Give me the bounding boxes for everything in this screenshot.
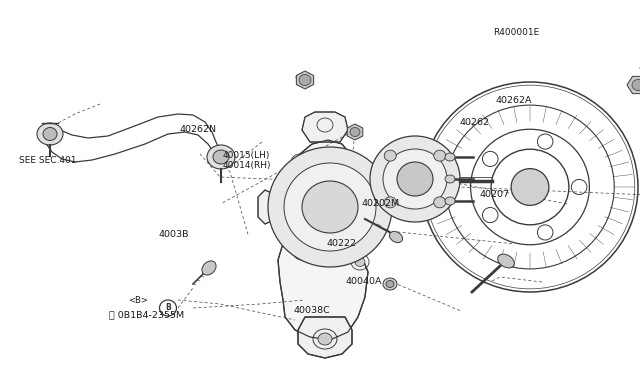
- Text: 4003B: 4003B: [159, 230, 189, 239]
- Ellipse shape: [37, 123, 63, 145]
- Ellipse shape: [384, 150, 396, 161]
- Ellipse shape: [445, 197, 455, 205]
- Text: 40015(LH): 40015(LH): [223, 151, 270, 160]
- Text: 40202M: 40202M: [362, 199, 400, 208]
- Ellipse shape: [511, 169, 549, 205]
- Ellipse shape: [383, 278, 397, 290]
- Ellipse shape: [384, 197, 396, 208]
- Ellipse shape: [445, 153, 455, 161]
- Ellipse shape: [498, 254, 515, 268]
- Ellipse shape: [355, 257, 365, 266]
- Ellipse shape: [434, 197, 445, 208]
- Text: 40040A: 40040A: [346, 278, 382, 286]
- Ellipse shape: [370, 136, 460, 222]
- Polygon shape: [302, 112, 348, 142]
- Ellipse shape: [284, 163, 376, 251]
- Polygon shape: [258, 190, 280, 224]
- Text: Ⓑ 0B1B4-2355M: Ⓑ 0B1B4-2355M: [109, 310, 184, 319]
- Ellipse shape: [632, 80, 640, 90]
- Polygon shape: [382, 157, 448, 217]
- Text: SEE SEC.401: SEE SEC.401: [19, 156, 77, 165]
- Ellipse shape: [386, 280, 394, 288]
- Text: 40038C: 40038C: [293, 306, 330, 315]
- Ellipse shape: [353, 166, 363, 174]
- Ellipse shape: [318, 333, 332, 345]
- Ellipse shape: [434, 150, 445, 161]
- Text: 40262N: 40262N: [179, 125, 216, 134]
- Ellipse shape: [383, 149, 447, 209]
- Text: B: B: [165, 304, 171, 312]
- Text: 40262A: 40262A: [496, 96, 532, 105]
- Polygon shape: [298, 317, 352, 358]
- Ellipse shape: [213, 150, 229, 164]
- Text: 40222: 40222: [326, 239, 356, 248]
- Ellipse shape: [397, 162, 433, 196]
- Ellipse shape: [445, 175, 455, 183]
- Ellipse shape: [350, 128, 360, 137]
- Ellipse shape: [202, 261, 216, 275]
- Ellipse shape: [390, 231, 403, 243]
- Polygon shape: [348, 124, 363, 140]
- Ellipse shape: [207, 145, 235, 169]
- Text: R400001E: R400001E: [493, 28, 539, 37]
- Ellipse shape: [295, 157, 305, 167]
- Ellipse shape: [268, 147, 392, 267]
- Text: 40207: 40207: [480, 190, 510, 199]
- Text: 40014(RH): 40014(RH): [223, 161, 271, 170]
- Text: 40262: 40262: [460, 118, 490, 127]
- Ellipse shape: [299, 74, 311, 86]
- Ellipse shape: [297, 247, 307, 257]
- Ellipse shape: [302, 181, 358, 233]
- Polygon shape: [296, 71, 314, 89]
- Ellipse shape: [43, 128, 57, 141]
- Polygon shape: [278, 140, 375, 340]
- Polygon shape: [627, 76, 640, 94]
- Text: <B>: <B>: [128, 296, 148, 305]
- Ellipse shape: [159, 300, 177, 316]
